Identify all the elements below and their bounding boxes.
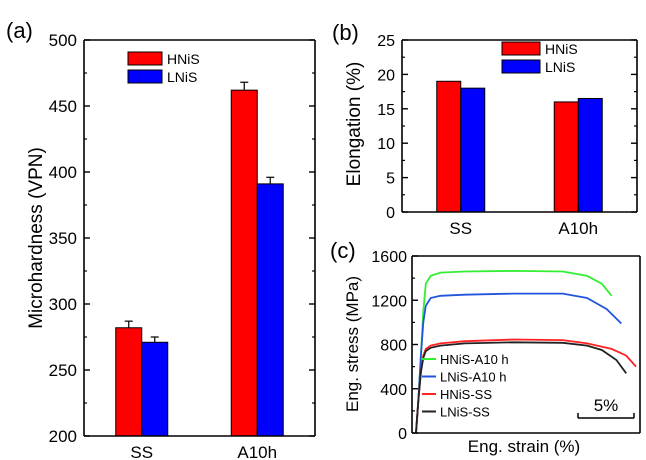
panel-b-legend: HNiS LNiS [501,41,578,75]
panel-b-category-label: SS [449,219,472,238]
panel-b-category-label: A10h [558,219,598,238]
panel-a-axes: 200 250 300 350 400 450 500 SS A10h [49,31,316,460]
panel-b-elongation: (b) 0 5 10 15 20 25 SS A10h HNiS LNiS Elongation… [332,20,638,238]
panel-a-bar-hnis-a10h [230,89,258,437]
panel-a-ytick-label: 250 [49,361,77,380]
panel-c-ytick-label: 800 [380,338,407,355]
panel-b-axes: 0 5 10 15 20 25 SS A10h [377,33,638,238]
panel-a-legend-swatch-hnis [127,51,163,66]
panel-c-ytick-label: 1600 [371,249,407,266]
panel-b-ytick-label: 10 [377,136,395,153]
panel-a-legend-label-hnis: HNiS [167,51,200,67]
panel-c-axes: 0 400 800 1200 1600 [371,249,641,443]
panel-b-ytick-label: 5 [386,171,395,188]
panel-b-ytick-label: 0 [386,205,395,222]
panel-a-category-label: SS [130,443,153,460]
panel-c-curve-lnis-ss [415,341,627,434]
scale-bar-label: 5% [594,396,619,415]
panel-a-bar-hnis-ss [115,327,143,437]
panel-a-ytick-label: 450 [49,97,77,116]
panel-c-legend-label-lnis-a10-h: LNiS-A10 h [440,370,506,385]
panel-a-legend-swatch-lnis [127,69,163,84]
panel-b-bar-hnis-ss [436,80,462,213]
panel-b-label: (b) [332,20,359,45]
panel-a-ytick-label: 200 [49,427,77,446]
panel-a-ytick-label: 300 [49,295,77,314]
panel-a-legend: HNiS LNiS [127,51,200,85]
panel-a-label: (a) [6,18,33,43]
panel-a-legend-label-lnis: LNiS [167,69,197,85]
panel-b-ytick-label: 15 [377,102,395,119]
panel-b-ylabel: Elongation (%) [344,62,365,187]
panel-c-curve-lnis-a10-h [415,292,622,434]
panel-a-category-label: A10h [237,443,277,460]
panel-c-scale-bar: 5% [577,396,635,419]
panel-c-label: (c) [330,238,356,263]
panel-c-stress-strain: (c) 0 400 800 1200 1600 HNiS-A10 h LNiS-A10 h… [330,238,641,456]
panel-a-ytick-label: 500 [49,31,77,50]
panel-c-ytick-label: 1200 [371,293,407,310]
panel-a-bar-lnis-ss [141,341,169,437]
panel-b-bar-hnis-a10h [553,101,579,213]
panel-a-microhardness: (a) 200 250 300 350 400 450 500 SS A10h HNiS LNiS… [6,18,316,460]
panel-c-ylabel: Eng. stress (MPa) [343,276,362,412]
panel-b-legend-swatch-lnis [501,59,541,74]
panel-c-ytick-label: 0 [398,426,407,443]
panel-b-legend-label-hnis: HNiS [545,41,578,57]
panel-b-legend-label-lnis: LNiS [545,59,575,75]
panel-a-ylabel: Microhardness (VPN) [26,147,47,329]
panel-a-ytick-label: 350 [49,229,77,248]
panel-c-legend: HNiS-A10 h LNiS-A10 h HNiS-SS LNiS-SS [422,352,509,420]
panel-c-lines [415,269,637,434]
panel-b-legend-swatch-hnis [501,41,541,56]
panel-b-ytick-label: 25 [377,33,395,50]
panel-b-ytick-label: 20 [377,67,395,84]
panel-b-bar-lnis-ss [460,87,486,213]
panel-c-legend-label-hnis-ss: HNiS-SS [440,387,492,402]
panel-a-bars [115,81,284,437]
panel-a-ytick-label: 400 [49,163,77,182]
panel-c-ytick-label: 400 [380,382,407,399]
panel-c-xlabel: Eng. strain (%) [468,437,580,456]
panel-b-bar-lnis-a10h [577,97,603,213]
panel-c-legend-label-lnis-ss: LNiS-SS [440,405,490,420]
panel-b-bars [436,80,603,213]
panel-c-legend-label-hnis-a10-h: HNiS-A10 h [440,352,509,367]
panel-a-bar-lnis-a10h [256,183,284,437]
